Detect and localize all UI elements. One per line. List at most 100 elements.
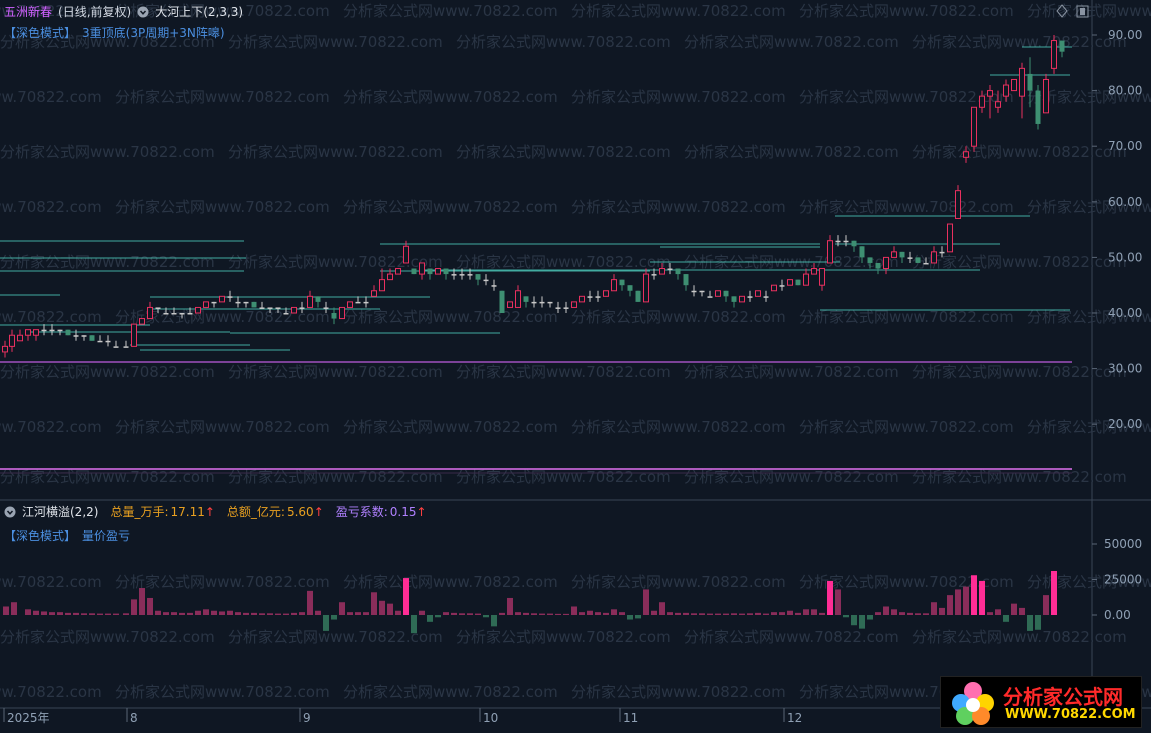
- volume-bar: [371, 592, 377, 615]
- candle-body: [347, 301, 353, 308]
- candle-body: [523, 296, 529, 302]
- candle-body: [571, 301, 577, 308]
- volume-bar: [11, 602, 17, 615]
- watermark-text: 分析家公式网www.70822.com: [456, 253, 671, 271]
- diamond-icon[interactable]: [1056, 4, 1068, 21]
- volume-bar: [547, 613, 553, 615]
- volume-bar: [571, 606, 577, 615]
- flower-logo-icon: [952, 682, 994, 725]
- volume-bar: [307, 590, 313, 615]
- volume-bar: [859, 615, 865, 629]
- candle-body: [251, 301, 257, 308]
- candle-body: [883, 256, 889, 270]
- volume-bar: [907, 612, 913, 615]
- watermark-text: 分析家公式网www.70822.com: [115, 198, 330, 216]
- candle-body: [211, 301, 217, 304]
- candle-body: [379, 279, 385, 292]
- candle-body: [747, 296, 753, 298]
- volume-bar: [987, 612, 993, 615]
- volume-indicator-dropdown-icon[interactable]: [4, 506, 16, 518]
- candle-body: [89, 335, 95, 341]
- volume-bar: [483, 615, 489, 618]
- volume-bar: [491, 615, 497, 627]
- volume-bar: [467, 613, 473, 615]
- volume-bar: [267, 613, 273, 615]
- stock-name[interactable]: 五洲新春: [4, 5, 53, 19]
- watermark-text: 分析家公式网www.70822.com: [456, 33, 671, 51]
- price-tick-label: 20.00: [1108, 417, 1142, 431]
- candle-body: [219, 295, 225, 303]
- watermark-text: 分析家公式网www.70822.com: [912, 628, 1127, 646]
- volume-up-arrow: ↑: [204, 504, 215, 519]
- volume-bar: [579, 612, 585, 615]
- volume-bar: [299, 612, 305, 615]
- volume-bar: [795, 612, 801, 615]
- candle-body: [531, 301, 537, 304]
- volume-bar: [515, 612, 521, 615]
- volume-bar: [619, 612, 625, 615]
- candle-body: [323, 307, 329, 309]
- indicator-dropdown-icon[interactable]: [137, 6, 149, 18]
- candle-body: [707, 296, 713, 298]
- volume-bar: [379, 600, 385, 615]
- volume-bar: [347, 612, 353, 615]
- watermark-text: 分析家公式网www.70822.com: [0, 143, 215, 161]
- candle-body: [635, 290, 641, 302]
- volume-bar: [659, 602, 665, 615]
- price-tick-label: 80.00: [1108, 84, 1142, 98]
- volume-bar: [603, 612, 609, 615]
- volume-indicator-name[interactable]: 江河横溢(2,2): [22, 505, 99, 519]
- candle-body: [555, 307, 561, 309]
- watermark-text: 分析家公式网www.70822.com: [912, 253, 1127, 271]
- total-volume-value: 17.11: [170, 504, 205, 519]
- volume-bar: [931, 602, 937, 615]
- candle-body: [387, 273, 393, 281]
- volume-mode-description: 量价盈亏: [82, 529, 131, 543]
- watermark-text: 分析家公式网www.70822.com: [0, 33, 215, 51]
- volume-tick-label: 50000: [1104, 537, 1142, 551]
- window-restore-icon[interactable]: [1076, 5, 1089, 21]
- volume-bar: [891, 609, 897, 615]
- pl-ratio-value: 0.15: [389, 504, 417, 519]
- main-indicator-name[interactable]: 大河上下(2,3,3): [155, 5, 244, 19]
- price-tick-label: 70.00: [1108, 139, 1142, 153]
- volume-bar: [843, 615, 849, 618]
- volume-bar: [33, 610, 39, 615]
- watermark-text: 分析家公式网www.70822.com: [456, 143, 671, 161]
- candle-body: [331, 313, 337, 319]
- volume-bar: [755, 612, 761, 615]
- candle-body: [675, 268, 681, 275]
- candle-body: [515, 290, 521, 308]
- watermark-text: 分析家公式网www.70822.com: [228, 143, 443, 161]
- volume-bar: [723, 613, 729, 615]
- candle-body: [1059, 40, 1065, 52]
- volume-mode-line: 【深色模式】 量价盈亏: [4, 527, 130, 544]
- candle-body: [2, 345, 8, 353]
- candle-body: [1019, 67, 1025, 97]
- volume-bar: [123, 613, 129, 615]
- volume-bar: [699, 613, 705, 615]
- period-label[interactable]: (日线,前复权): [58, 5, 132, 19]
- watermark-text: 分析家公式网www.70822.com: [115, 418, 330, 436]
- volume-bar: [89, 613, 95, 615]
- candle-body: [899, 251, 905, 258]
- watermark-text: 分析家公式网www.70822.com: [684, 468, 899, 486]
- watermark-text: 分析家公式网www.70822.com: [684, 143, 899, 161]
- watermark-text: 分析家公式网www.70822.com: [115, 308, 330, 326]
- candle-body: [547, 301, 553, 304]
- main-chart-header: 五洲新春 (日线,前复权) 大河上下(2,3,3): [4, 3, 243, 20]
- candle-body: [987, 90, 993, 97]
- candle-body: [907, 257, 913, 259]
- volume-bar: [691, 613, 697, 615]
- volume-bar: [227, 610, 233, 615]
- volume-bar: [979, 580, 985, 615]
- candle-body: [979, 95, 985, 108]
- candle-body: [971, 106, 977, 147]
- volume-bar: [97, 613, 103, 615]
- candle-body: [355, 301, 361, 304]
- candle-body: [187, 313, 193, 315]
- volume-bar: [883, 606, 889, 615]
- watermark-text: 分析家公式网www.70822.com: [684, 628, 899, 646]
- candle-body: [843, 240, 849, 243]
- candle-body: [81, 335, 87, 337]
